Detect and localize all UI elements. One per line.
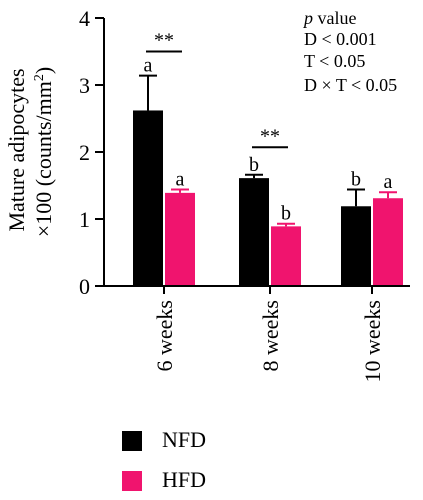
bar-nfd (341, 206, 371, 286)
x-tick-label: 8 weeks (258, 300, 283, 371)
y-tick-label: 2 (79, 140, 90, 165)
y-tick-label: 4 (79, 6, 90, 31)
x-axis: 6 weeks 8 weeks 10 weeks (104, 285, 410, 382)
legend-label-nfd: NFD (162, 427, 206, 452)
error-bars (139, 74, 397, 227)
significance-letter: a (384, 171, 393, 193)
legend-swatch-nfd (122, 431, 142, 451)
y-axis-label: Mature adipocytes ×100 (counts/mm2) (4, 67, 56, 237)
stats-line-2: T < 0.05 (304, 51, 365, 71)
significance-letter: b (351, 169, 361, 191)
significance-letters: a b b a b a (144, 55, 393, 225)
y-tick-label: 0 (79, 274, 90, 299)
bar-nfd (133, 110, 163, 287)
significance-brackets: ** ** (146, 30, 288, 149)
stats-line-3: D × T < 0.05 (304, 75, 397, 95)
significance-stars: ** (154, 30, 174, 52)
stats-box: p value D < 0.001 T < 0.05 D × T < 0.05 (302, 8, 397, 95)
stats-heading: p value (302, 8, 356, 28)
legend: NFD HFD (122, 427, 206, 492)
bar-hfd (373, 198, 403, 286)
significance-letter: a (144, 55, 153, 77)
stats-line-1: D < 0.001 (304, 29, 377, 49)
y-axis-label-line2: ×100 (counts/mm2) (31, 67, 56, 237)
significance-stars: ** (260, 125, 280, 147)
significance-letter: b (249, 154, 259, 176)
bar-hfd (271, 226, 301, 286)
significance-letter: a (176, 169, 185, 191)
y-axis-label-line1: Mature adipocytes (4, 68, 29, 231)
significance-letter: b (281, 203, 291, 225)
y-tick-label: 1 (79, 207, 90, 232)
bars (133, 110, 403, 287)
y-tick-label: 3 (79, 73, 90, 98)
bar-nfd (239, 178, 269, 286)
x-tick-label: 10 weeks (360, 300, 385, 382)
x-tick-label: 6 weeks (152, 300, 177, 371)
y-axis: 0 1 2 3 4 (79, 6, 105, 299)
bar-hfd (165, 192, 195, 286)
legend-swatch-hfd (122, 471, 142, 491)
legend-label-hfd: HFD (162, 467, 206, 492)
